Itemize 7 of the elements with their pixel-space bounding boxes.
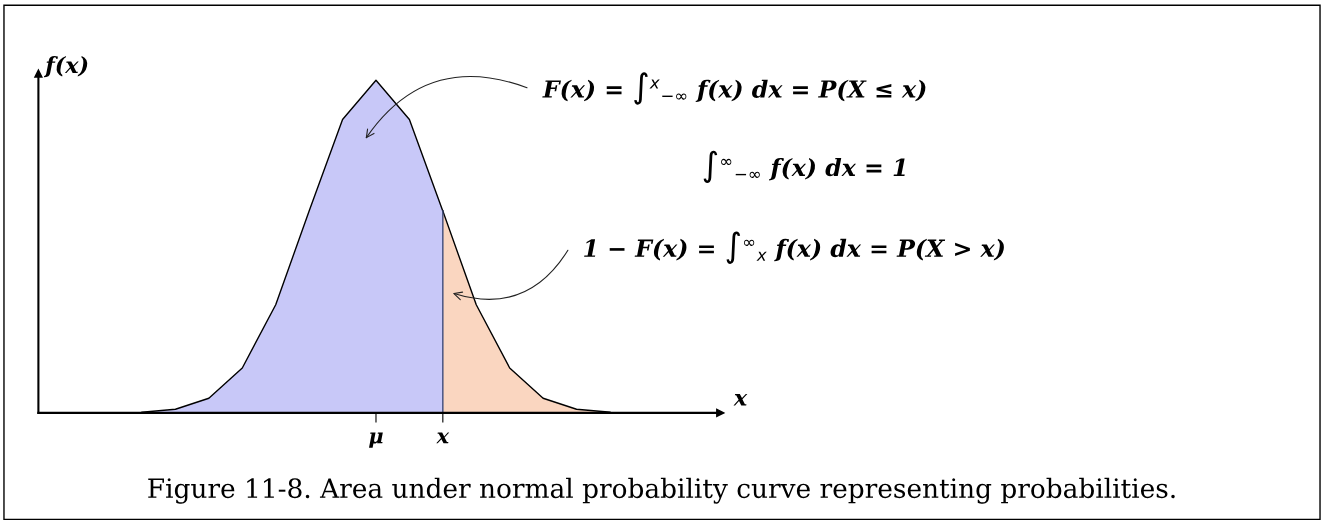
annotation: 1 − F(x) = ∫$^{∞}$$_{x}$ f(x) dx = P(X > x) bbox=[584, 231, 1004, 264]
text: ∫$^{∞}$$_{−∞}$ f(x) dx = 1 bbox=[703, 150, 905, 183]
text: x bbox=[733, 393, 748, 406]
y-axis-title: f(x) bbox=[43, 56, 88, 78]
caption: Figure 11-8. Area under normal probability curve representing probabilities. bbox=[148, 477, 1175, 504]
annotation: F(x) = ∫$^{x}$$_{−∞}$ f(x) dx = P(X ≤ x) bbox=[542, 72, 926, 105]
x-tick-label: μ bbox=[369, 432, 383, 448]
